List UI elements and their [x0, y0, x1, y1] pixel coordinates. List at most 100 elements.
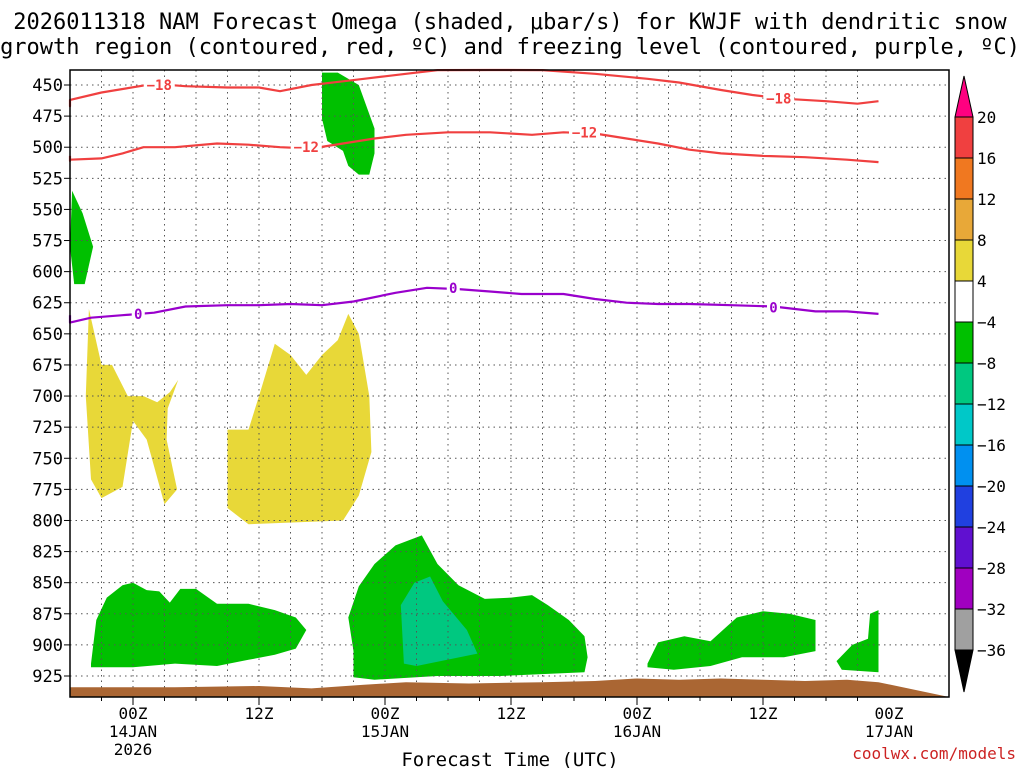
colorbar-swatch-7 — [954, 403, 974, 446]
x-tick-label: 00Z — [623, 704, 652, 723]
gridlines — [70, 70, 949, 697]
colorbar-level-8: −16 — [977, 436, 1006, 455]
colorbar-swatch-11 — [954, 567, 974, 610]
temperature-contours — [68, 68, 879, 324]
y-tick-label-600: 600 — [32, 263, 63, 283]
omega-region-9 — [647, 611, 816, 670]
contour-label-0: −18 — [147, 78, 172, 94]
y-tick-label-750: 750 — [32, 449, 63, 469]
x-tick-label: 12Z — [497, 704, 526, 723]
omega-region-2 — [70, 190, 94, 285]
contour-label-2: −12 — [294, 140, 319, 156]
omega-region-8 — [400, 576, 478, 666]
colorbar-level-4: 4 — [977, 272, 987, 291]
y-tick-label-450: 450 — [32, 76, 63, 96]
colorbar-swatch-4 — [954, 280, 974, 323]
chart-title-line-2: growth region (contoured, red, ºC) and f… — [0, 35, 1020, 60]
contour-label-4: 0 — [134, 307, 142, 323]
omega-region-7 — [348, 535, 588, 680]
x-tick-date: 15JAN — [361, 722, 409, 741]
contour-label-1: −18 — [766, 92, 791, 108]
contour-label-5: 0 — [449, 281, 457, 297]
colorbar-level-9: −20 — [977, 477, 1006, 496]
omega-region-5 — [227, 313, 372, 525]
contour-line-0 — [68, 68, 879, 108]
colorbar-level-2: 12 — [977, 190, 996, 209]
x-axis-label: Forecast Time (UTC) — [401, 749, 618, 768]
colorbar-level-12: −32 — [977, 600, 1006, 619]
y-tick-label-800: 800 — [32, 511, 63, 531]
contour-label-3: −12 — [572, 125, 597, 141]
colorbar-bottom-arrow — [954, 649, 974, 693]
x-tick-label: 00Z — [875, 704, 904, 723]
colorbar-level-10: −24 — [977, 518, 1006, 537]
y-tick-label-500: 500 — [32, 138, 63, 158]
terrain — [70, 678, 949, 697]
contour-label-bg — [763, 90, 795, 106]
colorbar-swatch-1 — [954, 157, 974, 200]
colorbar: 20 16 12 8 4 −4 −8 −12 −16 −20 −24 −28 −32 −36 — [954, 75, 1006, 693]
colorbar-swatch-12 — [954, 608, 974, 651]
omega-shading — [70, 72, 879, 680]
x-tick-date: 16JAN — [613, 722, 661, 741]
x-tick-label: 12Z — [749, 704, 778, 723]
y-tick-label-900: 900 — [32, 636, 63, 656]
y-tick-label-775: 775 — [32, 480, 63, 500]
terrain-fill — [70, 678, 949, 697]
colorbar-level-1: 16 — [977, 149, 996, 168]
contour-label-bg — [143, 77, 175, 92]
y-tick-label-925: 925 — [32, 667, 63, 687]
colorbar-swatch-8 — [954, 444, 974, 487]
omega-region-6 — [91, 582, 307, 668]
y-tick-label-650: 650 — [32, 325, 63, 345]
contour-label-bg — [131, 305, 145, 321]
contour-label-bg — [569, 124, 600, 140]
x-tick-label: 12Z — [245, 704, 274, 723]
contour-line-2 — [68, 286, 879, 324]
contour-labels: −18 −18 −12 −12 0 0 0 — [131, 77, 795, 323]
colorbar-swatch-10 — [954, 526, 974, 569]
colorbar-swatch-6 — [954, 362, 974, 405]
y-tick-label-825: 825 — [32, 543, 63, 563]
colorbar-level-0: 20 — [977, 108, 996, 127]
x-tick-label: 00Z — [119, 704, 148, 723]
colorbar-level-11: −28 — [977, 559, 1006, 578]
y-tick-label-725: 725 — [32, 418, 63, 438]
x-tick-year: 2026 — [114, 740, 153, 759]
contour-label-6: 0 — [769, 301, 777, 317]
omega-region-0 — [322, 72, 375, 175]
colorbar-swatch-5 — [954, 321, 974, 364]
colorbar-top-arrow — [954, 75, 974, 118]
colorbar-swatch-2 — [954, 198, 974, 241]
x-tick-label: 00Z — [371, 704, 400, 723]
y-tick-label-525: 525 — [32, 169, 63, 189]
colorbar-swatch-0 — [954, 116, 974, 159]
y-tick-label-575: 575 — [32, 232, 63, 252]
contour-label-bg — [290, 139, 322, 155]
x-tick-date: 17JAN — [865, 722, 913, 741]
credit-link[interactable]: coolwx.com/models — [852, 744, 1016, 763]
colorbar-level-5: −4 — [977, 313, 996, 332]
contour-line-1 — [68, 131, 879, 164]
y-tick-label-550: 550 — [32, 200, 63, 220]
contour-label-bg — [446, 279, 460, 295]
colorbar-swatch-9 — [954, 485, 974, 528]
contour-label-bg — [767, 299, 780, 315]
colorbar-level-6: −8 — [977, 354, 996, 373]
y-tick-label-850: 850 — [32, 574, 63, 594]
colorbar-swatch-3 — [954, 239, 974, 282]
omega-region-4 — [85, 309, 179, 505]
plot-frame — [69, 69, 950, 698]
y-tick-label-475: 475 — [32, 107, 63, 127]
omega-region-10 — [836, 610, 879, 673]
chart-title-line-1: 2026011318 NAM Forecast Omega (shaded, μ… — [13, 10, 1007, 35]
y-tick-label-875: 875 — [32, 605, 63, 625]
y-tick-label-700: 700 — [32, 387, 63, 407]
y-axis-ticks: 450 475 500 525 550 575 600 625 650 675 700 725 750 7… — [32, 76, 70, 687]
colorbar-level-7: −12 — [977, 395, 1006, 414]
colorbar-level-13: −36 — [977, 641, 1006, 660]
colorbar-level-3: 8 — [977, 231, 987, 250]
y-tick-label-675: 675 — [32, 356, 63, 376]
